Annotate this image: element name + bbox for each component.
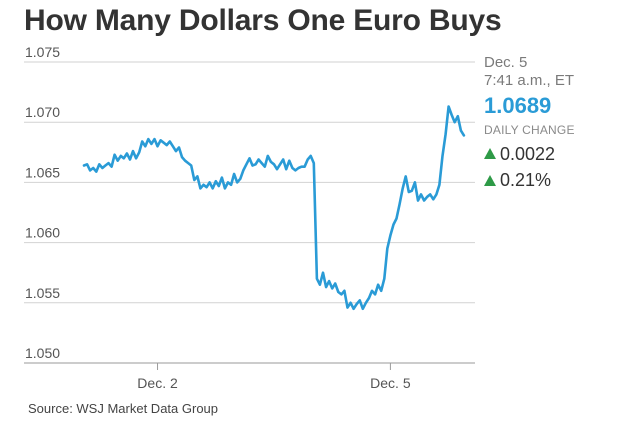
change-percent: 0.21% bbox=[484, 170, 624, 191]
chart-title: How Many Dollars One Euro Buys bbox=[24, 4, 502, 37]
y-tick-label: 1.075 bbox=[25, 44, 60, 60]
up-arrow-icon bbox=[484, 175, 496, 187]
change-absolute-value: 0.0022 bbox=[500, 143, 556, 164]
y-tick-label: 1.065 bbox=[25, 164, 60, 180]
quote-panel: Dec. 5 7:41 a.m., ET 1.0689 DAILY CHANGE… bbox=[484, 54, 624, 191]
daily-change-label: DAILY CHANGE bbox=[484, 122, 575, 137]
y-tick-label: 1.070 bbox=[25, 104, 60, 120]
series-line-eur-usd bbox=[82, 105, 466, 311]
y-tick-label: 1.055 bbox=[25, 285, 60, 301]
x-tick-label: Dec. 5 bbox=[370, 375, 411, 391]
quote-price: 1.0689 bbox=[484, 92, 552, 118]
up-arrow-icon bbox=[484, 148, 496, 160]
quote-date: Dec. 5 bbox=[484, 54, 528, 71]
y-tick-label: 1.060 bbox=[25, 225, 60, 241]
quote-time: 7:41 a.m., ET bbox=[484, 72, 575, 90]
y-tick-label: 1.050 bbox=[25, 345, 60, 361]
x-tick-label: Dec. 2 bbox=[137, 375, 178, 391]
grid-layer: 1.050 1.055 1.060 1.065 1.070 1.075 bbox=[24, 44, 475, 364]
change-absolute: 0.0022 bbox=[484, 144, 624, 165]
x-axis: Dec. 2 Dec. 5 bbox=[137, 363, 411, 391]
change-percent-value: 0.21% bbox=[500, 170, 552, 191]
source-note: Source: WSJ Market Data Group bbox=[28, 401, 219, 416]
